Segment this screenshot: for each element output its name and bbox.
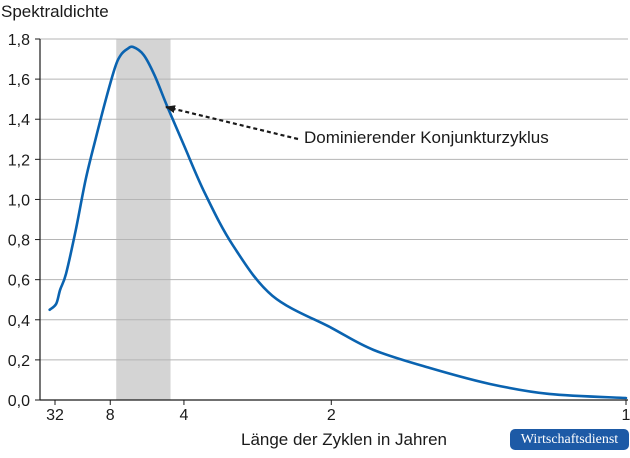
spectral-density-line [48, 45, 628, 400]
axis-layer: 0,0 0,2 0,4 0,6 0,8 1,0 1,2 1,4 1,6 1,8 32 8 4 2 1 [8, 32, 630, 424]
annotation-layer: Dominierender Konjunkturzyklus [165, 105, 549, 147]
y-tick-label: 1,6 [8, 72, 30, 89]
y-axis-title: Spektraldichte [1, 2, 109, 21]
y-tick-label: 0,2 [8, 353, 30, 370]
x-tick-label: 8 [106, 407, 115, 424]
publisher-badge: Wirtschaftsdienst [510, 429, 629, 450]
x-tick-label: 32 [46, 407, 64, 424]
y-tick-label: 0,0 [8, 393, 30, 410]
x-tick-label: 2 [327, 407, 336, 424]
y-tick-label: 1,0 [8, 192, 30, 209]
y-tick-label: 0,6 [8, 273, 30, 290]
y-tick-label: 1,4 [8, 112, 30, 129]
highlight-band-layer [116, 39, 171, 400]
y-tick-label: 0,8 [8, 233, 30, 250]
annotation-text: Dominierender Konjunkturzyklus [304, 128, 549, 147]
x-tick-label: 4 [179, 407, 188, 424]
x-tick-label: 1 [622, 407, 630, 424]
y-tick-label: 1,8 [8, 32, 30, 49]
series-layer [48, 45, 628, 400]
y-tick-label: 1,2 [8, 152, 30, 169]
annotation-arrow [165, 105, 299, 141]
y-tick-label: 0,4 [8, 313, 30, 330]
grid-layer [40, 38, 628, 361]
highlight-band [116, 39, 171, 400]
x-axis-title: Länge der Zyklen in Jahren [241, 430, 447, 449]
